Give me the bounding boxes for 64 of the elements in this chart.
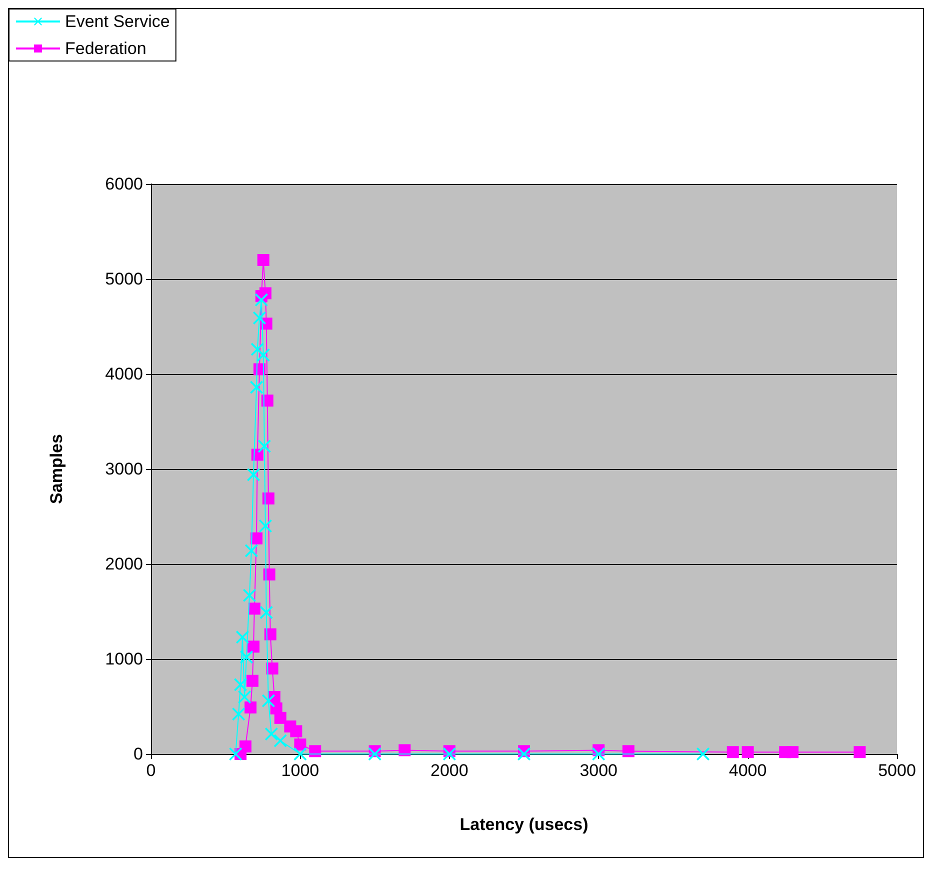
point: [398, 744, 411, 756]
y-tick-label: 2000: [105, 554, 143, 574]
point: [274, 712, 286, 724]
point: [246, 674, 258, 687]
y-axis-title: Samples: [47, 434, 66, 504]
point: [247, 468, 260, 482]
point: [263, 568, 276, 580]
point: [258, 520, 272, 532]
y-tick-label: 3000: [105, 460, 143, 478]
point: [696, 748, 710, 760]
point: [252, 311, 266, 324]
x-tick-label: 3000: [580, 761, 618, 780]
y-tick-label: 1000: [105, 650, 143, 668]
x-tick-label: 2000: [430, 761, 468, 780]
point: [309, 745, 322, 758]
point: [622, 745, 634, 758]
x-tick-label: 1000: [281, 761, 320, 780]
point: [290, 725, 302, 738]
point: [262, 694, 275, 708]
point: [264, 728, 278, 741]
x-tick-label: 0: [146, 761, 156, 780]
point: [258, 440, 271, 453]
point: [264, 628, 276, 640]
point: [257, 254, 270, 266]
legend-label: Federation: [65, 39, 146, 58]
point: [294, 748, 307, 760]
point: [742, 746, 754, 758]
point: [294, 738, 306, 750]
point: [518, 748, 530, 760]
point: [236, 630, 249, 644]
point: [368, 748, 382, 760]
point: [254, 293, 268, 306]
legend-label: Event Service: [65, 12, 170, 31]
y-tick-label: 6000: [105, 174, 143, 194]
y-tick-label: 5000: [105, 270, 143, 288]
y-tick-label: 0: [134, 744, 143, 764]
point: [274, 734, 287, 748]
point: [248, 640, 260, 653]
y-tick-label: 4000: [105, 364, 143, 384]
point: [229, 748, 242, 760]
point: [232, 708, 246, 721]
point: [442, 748, 456, 760]
point: [244, 701, 257, 714]
point: [726, 746, 739, 758]
point: [239, 740, 252, 752]
point: [250, 380, 263, 394]
point: [266, 662, 278, 674]
point: [786, 746, 799, 758]
x-tick-label: 4000: [728, 761, 767, 780]
point: [242, 588, 256, 602]
x-axis-title: Latency (usecs): [460, 815, 588, 834]
point: [854, 746, 866, 758]
point: [260, 606, 273, 619]
point: [261, 394, 274, 407]
point: [262, 492, 274, 504]
point: [248, 602, 260, 615]
point: [256, 348, 270, 362]
point: [240, 650, 253, 664]
point: [238, 690, 252, 704]
point: [592, 748, 606, 760]
x-tick-label: 5000: [878, 761, 916, 780]
point: [250, 532, 262, 544]
point: [244, 544, 258, 558]
point: [234, 678, 248, 692]
